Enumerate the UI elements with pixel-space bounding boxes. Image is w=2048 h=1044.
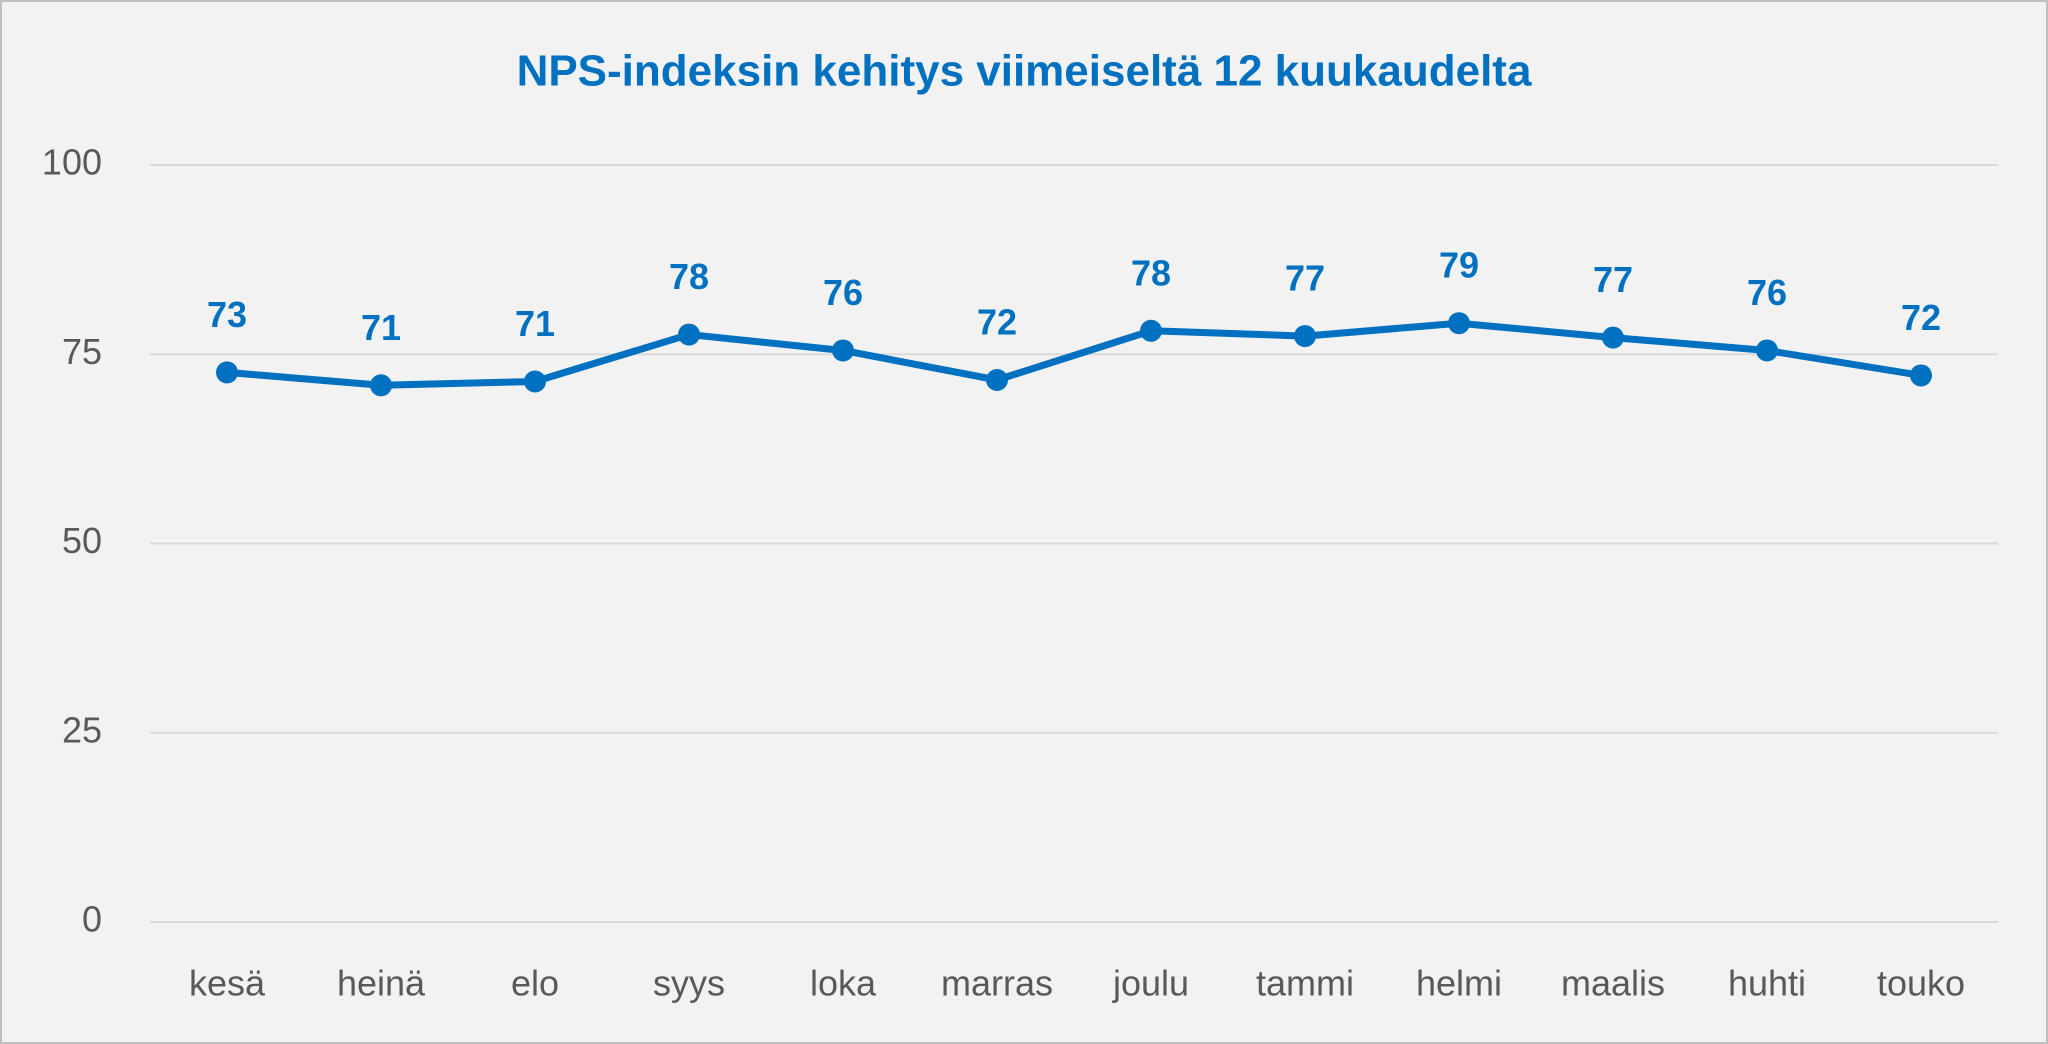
data-label: 72 <box>1901 297 1941 338</box>
x-tick-label: maalis <box>1561 963 1665 1004</box>
line <box>226 319 1922 389</box>
data-label: 71 <box>515 303 555 344</box>
data-label: 76 <box>823 272 863 313</box>
data-label: 72 <box>977 302 1017 343</box>
marker <box>1756 339 1778 362</box>
marker <box>678 323 700 346</box>
x-tick-label: loka <box>810 963 877 1004</box>
x-tick-label: huhti <box>1728 963 1806 1004</box>
data-label: 71 <box>361 307 401 348</box>
marker <box>1294 325 1316 348</box>
x-tick-label: kesä <box>189 963 266 1004</box>
x-tick-label: heinä <box>337 963 426 1004</box>
y-tick-label: 50 <box>62 520 102 561</box>
data-label: 77 <box>1593 259 1633 300</box>
data-label: 76 <box>1747 272 1787 313</box>
marker <box>524 370 546 393</box>
data-label: 78 <box>1131 252 1171 293</box>
data-label: 73 <box>207 294 247 335</box>
data-label: 79 <box>1439 245 1479 286</box>
y-tick-label: 75 <box>62 331 102 372</box>
marker <box>1602 326 1624 349</box>
chart-title: NPS-indeksin kehitys viimeiseltä 12 kuuk… <box>517 47 1532 96</box>
data-label: 78 <box>669 256 709 297</box>
x-tick-label: tammi <box>1256 963 1354 1004</box>
marker <box>1448 312 1470 335</box>
x-tick-label: joulu <box>1112 963 1189 1004</box>
marker <box>1140 319 1162 342</box>
x-tick-label: marras <box>941 963 1053 1004</box>
x-tick-label: touko <box>1877 963 1965 1004</box>
marker <box>370 374 392 397</box>
x-tick-label: syys <box>653 963 725 1004</box>
marker <box>832 339 854 362</box>
y-tick-label: 25 <box>62 709 102 750</box>
marker <box>986 368 1008 391</box>
x-tick-label: elo <box>511 963 559 1004</box>
x-tick-label: helmi <box>1416 963 1502 1004</box>
y-tick-label: 0 <box>82 899 102 940</box>
data-label: 77 <box>1285 258 1325 299</box>
marker <box>1910 364 1932 387</box>
y-tick-label: 100 <box>42 142 102 183</box>
marker <box>216 361 238 384</box>
